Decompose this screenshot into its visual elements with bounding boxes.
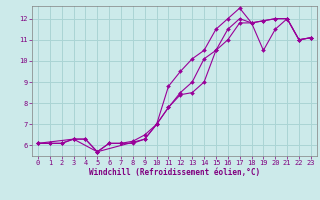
X-axis label: Windchill (Refroidissement éolien,°C): Windchill (Refroidissement éolien,°C) (89, 168, 260, 177)
